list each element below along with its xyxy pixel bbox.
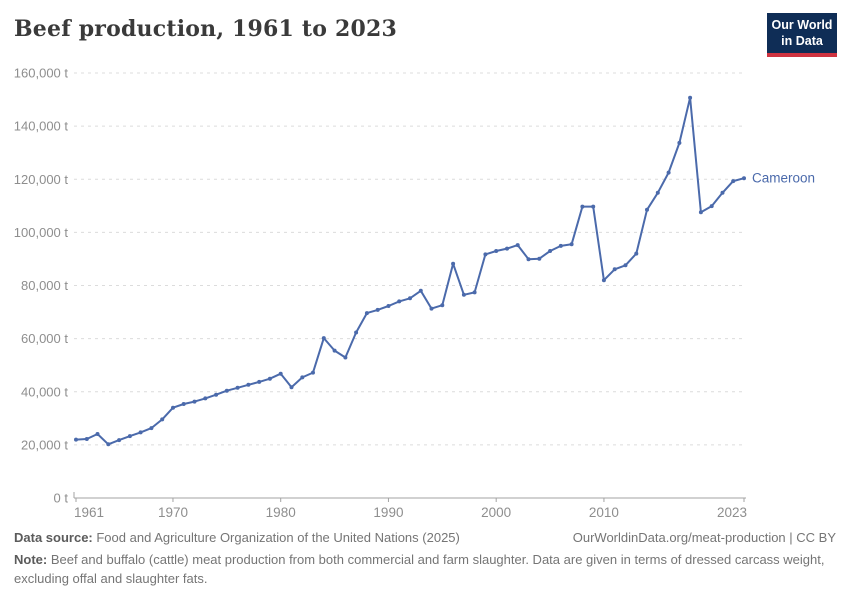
y-axis-tick-label: 160,000 t bbox=[14, 66, 69, 81]
y-axis-tick-label: 60,000 t bbox=[21, 331, 68, 346]
data-point[interactable] bbox=[386, 304, 391, 308]
series-label-cameroon[interactable]: Cameroon bbox=[752, 171, 815, 186]
data-point[interactable] bbox=[645, 207, 649, 212]
data-point[interactable] bbox=[461, 292, 466, 297]
owid-logo[interactable]: Our World in Data bbox=[767, 13, 837, 57]
data-point[interactable] bbox=[397, 299, 402, 304]
data-point[interactable] bbox=[548, 249, 553, 253]
data-point[interactable] bbox=[224, 388, 229, 393]
x-axis-tick-label: 1980 bbox=[266, 505, 296, 520]
data-point[interactable] bbox=[698, 210, 703, 215]
data-point[interactable] bbox=[364, 311, 369, 316]
data-point[interactable] bbox=[160, 417, 165, 422]
owid-citation-link[interactable]: OurWorldinData.org/meat-production | CC … bbox=[572, 530, 836, 545]
note-label: Note: bbox=[14, 552, 48, 568]
x-axis-tick-label: 1961 bbox=[74, 505, 104, 520]
x-axis-tick-label: 1990 bbox=[373, 505, 403, 520]
data-point[interactable] bbox=[84, 437, 89, 441]
data-point[interactable] bbox=[235, 385, 240, 390]
x-axis-tick-label: 2010 bbox=[589, 505, 619, 520]
data-point[interactable] bbox=[214, 392, 219, 397]
data-point[interactable] bbox=[677, 140, 682, 145]
data-point[interactable] bbox=[311, 370, 315, 375]
x-axis-tick-label: 1970 bbox=[158, 505, 188, 520]
data-point[interactable] bbox=[375, 307, 380, 312]
data-point[interactable] bbox=[149, 426, 154, 431]
owid-logo-line1: Our World bbox=[771, 18, 833, 32]
data-point[interactable] bbox=[203, 396, 208, 401]
data-point[interactable] bbox=[623, 263, 628, 268]
y-axis-tick-label: 100,000 t bbox=[14, 225, 69, 240]
data-point[interactable] bbox=[591, 204, 596, 209]
data-point[interactable] bbox=[440, 303, 445, 308]
data-point[interactable] bbox=[95, 432, 100, 436]
data-point[interactable] bbox=[321, 336, 326, 341]
y-axis-tick-label: 20,000 t bbox=[21, 437, 68, 452]
data-point[interactable] bbox=[472, 290, 477, 295]
data-point[interactable] bbox=[537, 256, 542, 261]
data-point[interactable] bbox=[569, 242, 574, 247]
data-source-text: Data source: Food and Agriculture Organi… bbox=[14, 530, 460, 545]
data-point[interactable] bbox=[709, 204, 714, 209]
data-source-label: Data source: bbox=[14, 530, 93, 545]
data-point[interactable] bbox=[192, 399, 197, 404]
chart-line-cameroon[interactable] bbox=[75, 96, 745, 446]
data-point[interactable] bbox=[731, 179, 736, 184]
data-point[interactable] bbox=[332, 348, 337, 353]
data-point[interactable] bbox=[515, 243, 520, 248]
data-point[interactable] bbox=[127, 434, 132, 439]
data-point[interactable] bbox=[408, 296, 412, 301]
data-point[interactable] bbox=[494, 249, 499, 253]
data-point[interactable] bbox=[742, 176, 746, 181]
y-axis-tick-label: 40,000 t bbox=[21, 384, 68, 399]
line-chart-plot-area[interactable]: 0 t 20,000 t 40,000 t 60,000 t 80,000 t 100,0… bbox=[0, 60, 850, 525]
data-point[interactable] bbox=[580, 204, 585, 209]
data-point[interactable] bbox=[343, 355, 348, 360]
y-axis-tick-label: 140,000 t bbox=[14, 119, 69, 134]
y-axis-tick-label: 120,000 t bbox=[14, 172, 69, 187]
data-point[interactable] bbox=[267, 376, 272, 381]
data-point[interactable] bbox=[117, 438, 122, 443]
data-point[interactable] bbox=[558, 243, 563, 248]
x-axis-tick-label: 2023 bbox=[717, 505, 747, 520]
data-point[interactable] bbox=[289, 385, 294, 390]
x-axis-tick-label: 2000 bbox=[481, 505, 511, 520]
data-point[interactable] bbox=[505, 246, 509, 251]
owid-logo-line2: in Data bbox=[781, 34, 823, 49]
data-point[interactable] bbox=[354, 330, 359, 335]
data-point[interactable] bbox=[666, 170, 671, 175]
data-point[interactable] bbox=[278, 371, 283, 376]
data-point[interactable] bbox=[720, 190, 725, 195]
data-point[interactable] bbox=[483, 252, 488, 257]
data-point[interactable] bbox=[74, 437, 78, 442]
data-point[interactable] bbox=[526, 257, 531, 262]
data-point[interactable] bbox=[300, 375, 305, 380]
data-point[interactable] bbox=[138, 430, 143, 435]
y-axis-tick-label: 0 t bbox=[54, 491, 69, 506]
page-title: Beef production, 1961 to 2023 bbox=[14, 16, 398, 42]
data-point[interactable] bbox=[246, 382, 251, 387]
chart-note: Note: Beef and buffalo (cattle) meat pro… bbox=[14, 552, 825, 586]
data-point[interactable] bbox=[634, 251, 639, 256]
chart-footer: Data source: Food and Agriculture Organi… bbox=[14, 529, 836, 588]
data-point[interactable] bbox=[181, 402, 186, 406]
data-point[interactable] bbox=[429, 306, 434, 311]
data-point[interactable] bbox=[106, 442, 111, 447]
data-point[interactable] bbox=[612, 267, 617, 272]
data-point[interactable] bbox=[601, 278, 606, 283]
y-axis-tick-label: 80,000 t bbox=[21, 278, 68, 293]
data-point[interactable] bbox=[171, 405, 175, 410]
data-point[interactable] bbox=[451, 261, 456, 266]
data-point[interactable] bbox=[688, 95, 693, 100]
data-point[interactable] bbox=[418, 288, 423, 293]
data-point[interactable] bbox=[257, 379, 262, 384]
data-point[interactable] bbox=[655, 190, 660, 195]
